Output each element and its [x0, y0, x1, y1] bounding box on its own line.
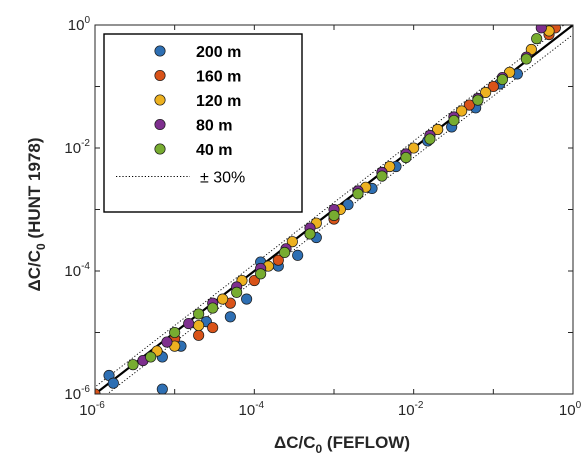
data-point [432, 123, 444, 136]
legend-entry-label: 160 m [196, 69, 241, 86]
data-point [487, 80, 499, 93]
data-point [448, 114, 460, 127]
data-point [193, 308, 205, 320]
data-point [384, 160, 396, 173]
data-point [127, 359, 139, 371]
data-point [520, 53, 532, 65]
data-point [480, 86, 492, 99]
data-point [304, 228, 316, 240]
y-tick-exponent: -4 [81, 261, 90, 272]
x-tick-exponent: -6 [96, 400, 105, 411]
data-point [463, 99, 475, 111]
legend: 200 m 160 m 120 m 80 m 40 m ± 30% [103, 33, 303, 213]
data-point [193, 329, 205, 341]
data-point [424, 133, 436, 145]
data-point [531, 33, 543, 45]
axis-label-part: (FEFLOW) [322, 433, 410, 452]
data-point [207, 302, 219, 314]
legend-marker [154, 94, 166, 106]
data-point [496, 73, 508, 86]
plot-area [95, 25, 573, 394]
data-point [292, 249, 304, 261]
data-point [231, 286, 243, 298]
legend-box [103, 33, 303, 213]
data-point [272, 254, 284, 266]
x-axis-label: ΔC/C0 (FEFLOW) [274, 433, 410, 456]
data-point [376, 170, 388, 182]
data-point [456, 105, 468, 117]
y-tick-exponent: -2 [81, 138, 90, 149]
legend-marker [154, 118, 166, 131]
data-point [535, 25, 547, 34]
data-point [241, 293, 253, 305]
data-point [286, 236, 298, 248]
axis-label-subscript: 0 [34, 243, 48, 250]
legend-entry-label: 200 m [196, 44, 241, 61]
data-point [169, 326, 181, 339]
axis-label-part: ΔC/C [25, 250, 44, 292]
data-point [207, 322, 219, 334]
data-point [472, 94, 484, 106]
data-point [183, 317, 195, 330]
data-point [156, 383, 168, 394]
data-point [193, 319, 205, 332]
legend-entry-label: 120 m [196, 93, 241, 110]
data-point [145, 351, 157, 363]
y-tick-exponent: 0 [84, 15, 90, 26]
legend-marker [154, 143, 166, 155]
data-point [400, 151, 412, 164]
y-axis-label: ΔC/C0 (HUNT 1978) [25, 138, 48, 292]
x-tick-exponent: -2 [415, 400, 424, 411]
data-point [107, 377, 119, 389]
legend-marker [154, 69, 166, 82]
series-40-m [127, 33, 543, 371]
data-point [255, 268, 267, 280]
data-point [328, 209, 340, 222]
legend-entry-label: 40 m [196, 142, 232, 159]
x-tick-exponent: -4 [255, 400, 264, 411]
axis-label-part: (HUNT 1978) [25, 138, 44, 244]
data-point [279, 246, 291, 259]
legend-band-label: ± 30% [200, 170, 245, 187]
x-tick-exponent: 0 [576, 400, 582, 411]
axis-label-subscript: 0 [316, 442, 323, 456]
axis-label-part: ΔC/C [274, 433, 316, 452]
legend-marker [154, 45, 166, 57]
data-point [217, 293, 229, 305]
y-tick-exponent: -6 [81, 384, 90, 395]
data-point [352, 188, 364, 200]
data-point [161, 336, 173, 348]
data-point [408, 142, 420, 154]
plot-content [95, 25, 573, 394]
legend-entry-label: 80 m [196, 118, 232, 135]
data-point [224, 311, 236, 323]
